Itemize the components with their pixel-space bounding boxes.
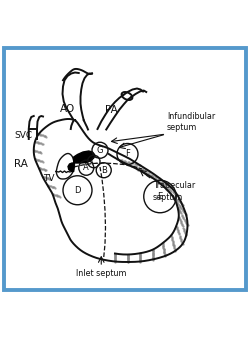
Text: D: D xyxy=(74,186,81,195)
Polygon shape xyxy=(68,151,94,171)
Text: F: F xyxy=(125,149,130,159)
Text: PA: PA xyxy=(105,105,118,115)
Text: C: C xyxy=(91,157,97,166)
Text: Trabecular
septum: Trabecular septum xyxy=(153,182,195,201)
Text: E: E xyxy=(158,192,162,201)
Text: G: G xyxy=(97,146,103,155)
Text: A: A xyxy=(84,163,89,172)
Text: Inlet septum: Inlet septum xyxy=(76,269,126,279)
Text: B: B xyxy=(101,166,107,175)
Text: RA: RA xyxy=(14,159,28,169)
Text: AO: AO xyxy=(60,104,75,114)
Text: Infundibular
septum: Infundibular septum xyxy=(167,112,215,132)
Text: TV: TV xyxy=(43,174,54,183)
Text: SVC: SVC xyxy=(15,131,33,140)
